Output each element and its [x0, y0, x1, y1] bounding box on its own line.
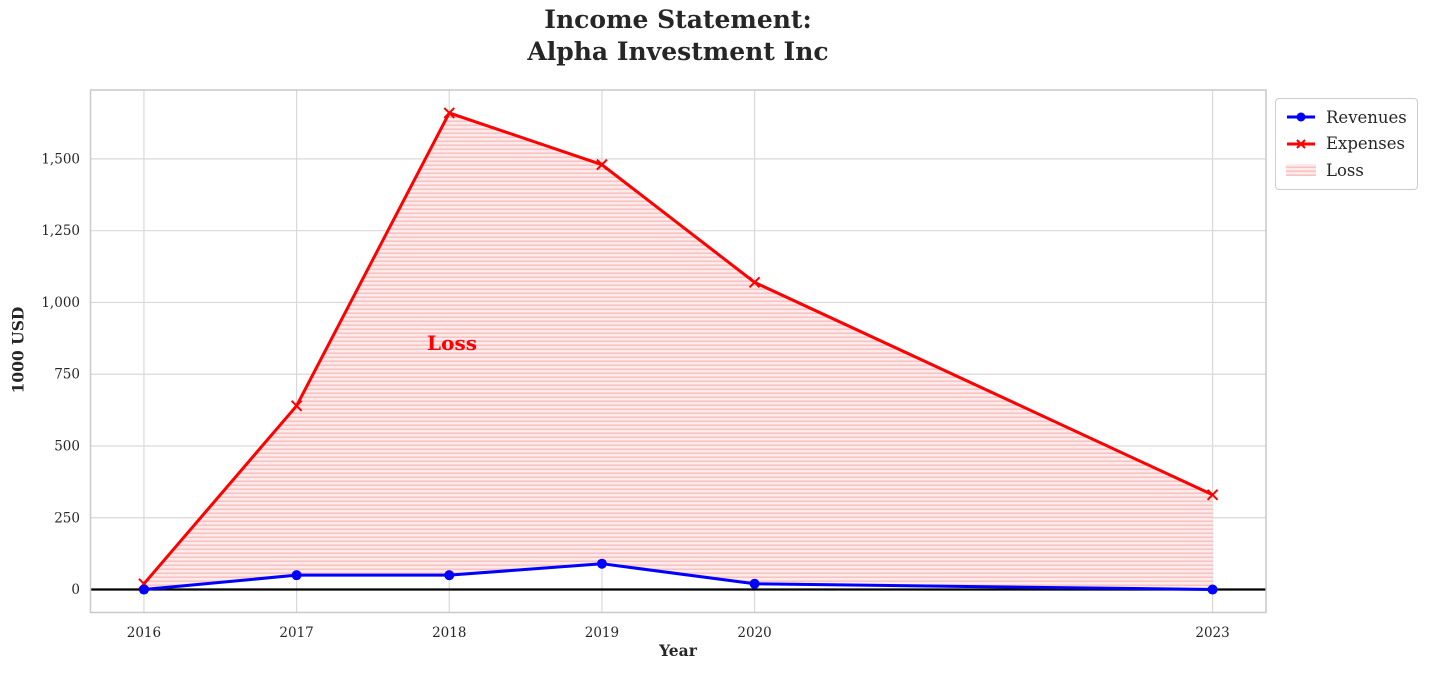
x-tick-label: 2019 — [585, 625, 619, 641]
legend-label-revenues: Revenues — [1326, 107, 1407, 127]
expenses-marker — [443, 107, 455, 119]
revenues-marker — [596, 558, 607, 569]
x-tick-labels: 2016 2017 2018 2019 2020 2023 — [127, 625, 1230, 641]
revenues-marker — [291, 570, 302, 581]
legend-item-revenues: Revenues — [1285, 104, 1407, 131]
legend-item-expenses: Expenses — [1285, 131, 1407, 158]
x-tick-label: 2017 — [279, 625, 313, 641]
x-tick-label: 2020 — [737, 625, 771, 641]
legend-item-loss: Loss — [1285, 157, 1407, 184]
y-tick-label: 1,000 — [41, 295, 80, 311]
expenses-line — [142, 111, 1215, 586]
y-tick-label: 1,250 — [41, 223, 80, 239]
expenses-marker — [1206, 489, 1219, 501]
chart-title-line2: Alpha Investment Inc — [527, 37, 829, 66]
expenses-marker — [748, 276, 761, 289]
y-tick-label: 750 — [54, 367, 80, 383]
y-axis-label: 1000 USD — [8, 306, 28, 394]
revenues-line-icon — [1287, 112, 1315, 122]
plot-frame — [89, 89, 1267, 614]
y-tick-label: 0 — [71, 582, 80, 598]
loss-patch-icon — [1286, 164, 1316, 177]
x-tick-label: 2016 — [127, 625, 161, 641]
legend-label-expenses: Expenses — [1326, 134, 1406, 154]
loss-annotation: Loss — [427, 331, 477, 355]
x-tick-label: 2018 — [432, 625, 466, 641]
revenues-marker — [138, 584, 149, 595]
revenues-line — [142, 562, 1215, 592]
loss-area — [143, 112, 1213, 590]
revenues-marker — [1207, 584, 1218, 595]
y-tick-labels: 0 250 500 750 1,000 1,250 1,500 — [41, 151, 80, 598]
y-tick-label: 1,500 — [41, 151, 80, 167]
y-tick-label: 250 — [54, 510, 80, 526]
x-axis-label: Year — [659, 641, 697, 660]
expenses-marker — [290, 400, 303, 412]
revenues-marker — [749, 578, 760, 589]
legend: Revenues Expenses Loss — [1275, 98, 1418, 190]
revenues-series — [138, 558, 1218, 595]
expenses-series — [138, 107, 1219, 590]
expenses-marker — [596, 158, 608, 171]
revenues-marker — [444, 570, 455, 581]
y-tick-label: 500 — [54, 438, 80, 454]
x-tick-label: 2023 — [1195, 625, 1229, 641]
chart-title-line1: Income Statement: — [544, 5, 812, 34]
legend-label-loss: Loss — [1326, 160, 1364, 180]
expenses-line-icon — [1287, 139, 1315, 149]
chart-title: Income Statement: Alpha Investment Inc — [90, 4, 1266, 68]
